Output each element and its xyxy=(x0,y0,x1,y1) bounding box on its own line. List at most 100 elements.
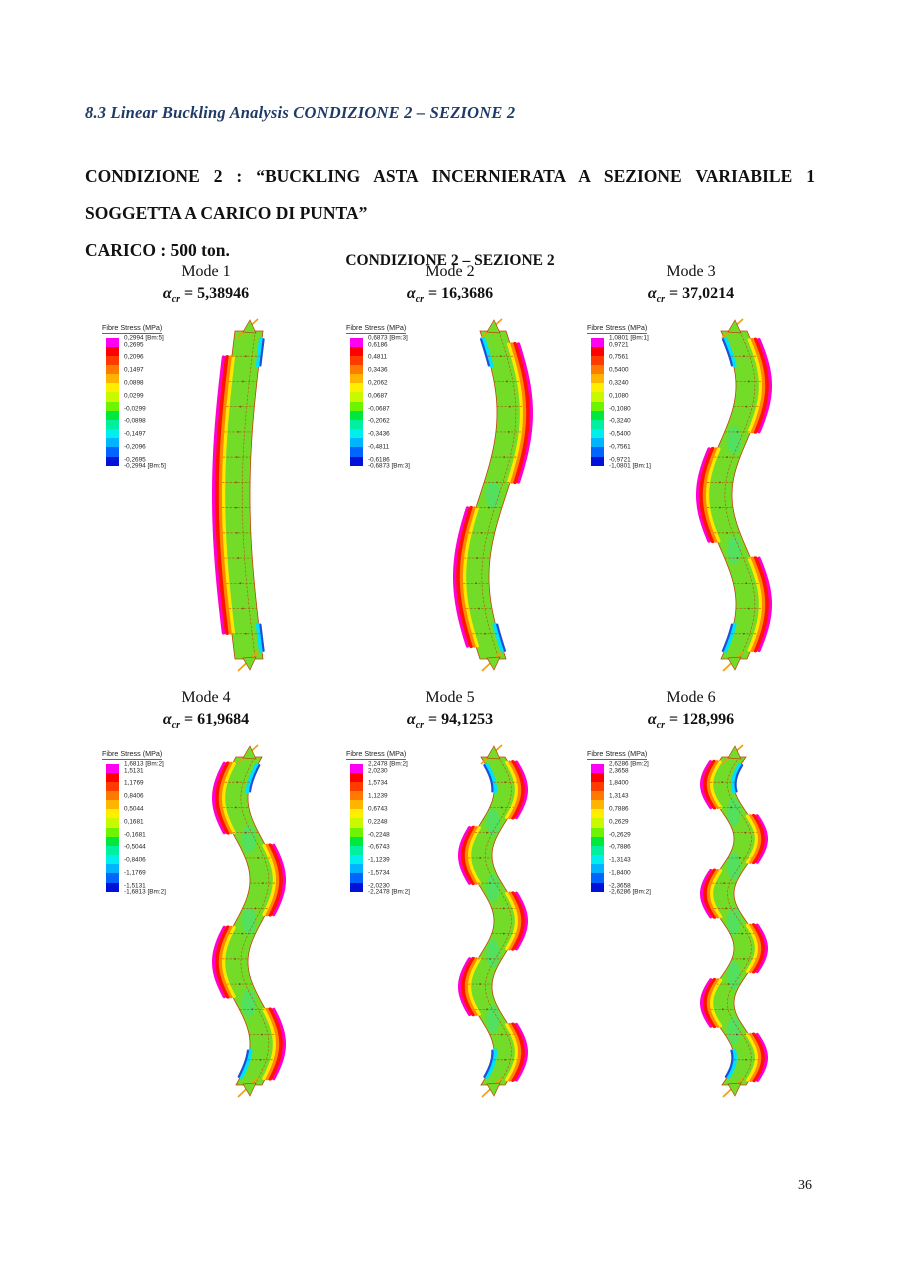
alpha-number: = 37,0214 xyxy=(669,285,735,302)
stress-legend: Fibre Stress (MPa) 1,6813 [Bm:2] 1,5131 1,1… xyxy=(100,743,188,896)
mode-title: Mode 5 xyxy=(425,689,475,706)
legend-tick-label: 1,3143 xyxy=(609,792,629,800)
legend-tick-label: 0,7561 xyxy=(609,353,629,361)
statement-line-1: CONDIZIONE 2 : “BUCKLING ASTA INCERNIERA… xyxy=(85,166,815,186)
legend-tick-label: -0,6743 xyxy=(368,843,390,851)
buckled-column-plot xyxy=(695,318,773,672)
stress-legend: Fibre Stress (MPa) 0,2994 [Bm:5] 0,2695 0,2… xyxy=(100,317,188,470)
legend-tick-label: -2,0230 xyxy=(368,882,390,890)
legend-tick-labels: 0,6873 [Bm:3] 0,6186 0,4811 0,3436 0,2062 0,0… xyxy=(363,335,432,470)
legend-tick-label: -1,1769 xyxy=(124,869,146,877)
alpha-symbol: α xyxy=(647,285,657,302)
alpha-subscript: cr xyxy=(171,294,181,306)
alpha-subscript: cr xyxy=(415,294,425,306)
legend-tick-label: -0,1497 xyxy=(124,430,146,438)
legend-title: Fibre Stress (MPa) xyxy=(102,749,163,761)
alpha-subscript: cr xyxy=(415,720,425,732)
alpha-symbol: α xyxy=(406,711,416,728)
legend-tick-label: 0,0898 xyxy=(124,379,144,387)
alpha-subscript: cr xyxy=(171,720,181,732)
mode-title: Mode 6 xyxy=(666,689,716,706)
legend-tick-label: 0,9721 xyxy=(609,341,629,349)
stress-colorbar xyxy=(106,338,119,467)
alpha-cr-value: αcr = 128,996 xyxy=(585,707,797,738)
alpha-symbol: α xyxy=(162,711,172,728)
section-heading: 8.3 Linear Buckling Analysis CONDIZIONE … xyxy=(85,103,516,122)
mode-figure-4: Mode 4 αcr = 61,9684 Fibre Stress (MPa) 1,6… xyxy=(100,688,312,1104)
stress-legend: Fibre Stress (MPa) 1,0801 [Bm:1] 0,9721 0,7… xyxy=(585,317,673,470)
legend-tick-label: 0,0299 xyxy=(124,392,144,400)
legend-tick-labels: 2,6286 [Bm:2] 2,3658 1,8400 1,3143 0,7886 0,2… xyxy=(604,761,673,896)
legend-tick-label: 0,3240 xyxy=(609,379,629,387)
buckled-column-plot xyxy=(457,744,529,1098)
legend-tick-label: -2,3658 xyxy=(609,882,631,890)
stress-legend: Fibre Stress (MPa) 2,6286 [Bm:2] 2,3658 1,8… xyxy=(585,743,673,896)
legend-tick-label: 2,2478 [Bm:2] xyxy=(368,760,408,768)
legend-title: Fibre Stress (MPa) xyxy=(102,323,163,335)
stress-colorbar xyxy=(591,338,604,467)
legend-tick-label: -0,4811 xyxy=(368,443,390,451)
legend-tick-label: -0,0898 xyxy=(124,417,146,425)
legend-tick-label: 0,1080 xyxy=(609,392,629,400)
legend-tick-label: -0,2096 xyxy=(124,443,146,451)
legend-tick-label: -2,2478 [Bm:2] xyxy=(368,888,410,896)
mode-figure-5: Mode 5 αcr = 94,1253 Fibre Stress (MPa) 2,2… xyxy=(344,688,556,1104)
legend-title: Fibre Stress (MPa) xyxy=(587,323,648,335)
legend-tick-label: 0,2248 xyxy=(368,818,388,826)
legend-tick-label: 0,5044 xyxy=(124,805,144,813)
legend-tick-label: -0,0687 xyxy=(368,405,390,413)
buckled-column-plot xyxy=(211,744,287,1098)
stress-colorbar xyxy=(106,764,119,893)
legend-tick-label: 1,0801 [Bm:1] xyxy=(609,334,649,342)
alpha-cr-value: αcr = 16,3686 xyxy=(344,281,556,312)
legend-tick-label: 0,7886 xyxy=(609,805,629,813)
legend-tick-label: -0,8406 xyxy=(124,856,146,864)
stress-colorbar xyxy=(350,338,363,467)
legend-tick-label: 1,8400 xyxy=(609,779,629,787)
legend-tick-label: -2,6286 [Bm:2] xyxy=(609,888,651,896)
legend-tick-labels: 1,6813 [Bm:2] 1,5131 1,1769 0,8406 0,5044 0,1… xyxy=(119,761,188,896)
legend-tick-label: -0,5400 xyxy=(609,430,631,438)
legend-tick-label: -0,6873 [Bm:3] xyxy=(368,462,410,470)
mode-figure-3: Mode 3 αcr = 37,0214 Fibre Stress (MPa) 1,0… xyxy=(585,262,797,678)
legend-tick-labels: 0,2994 [Bm:5] 0,2695 0,2096 0,1497 0,0898 0,0… xyxy=(119,334,188,470)
legend-tick-label: -0,2695 xyxy=(124,456,146,464)
legend-tick-label: -0,6186 xyxy=(368,456,390,464)
statement-line-2: SOGGETTA A CARICO DI PUNTA” xyxy=(85,203,368,223)
alpha-cr-value: αcr = 61,9684 xyxy=(100,707,312,738)
stress-legend: Fibre Stress (MPa) 0,6873 [Bm:3] 0,6186 0,4… xyxy=(344,317,432,470)
legend-tick-label: -0,7886 xyxy=(609,843,631,851)
legend-tick-label: -1,5734 xyxy=(368,869,390,877)
legend-tick-label: 0,8406 xyxy=(124,792,144,800)
legend-tick-label: 0,2994 [Bm:5] xyxy=(124,334,164,342)
buckled-column-plot xyxy=(211,318,265,672)
legend-tick-label: -0,2629 xyxy=(609,831,631,839)
legend-title: Fibre Stress (MPa) xyxy=(587,749,648,761)
mode-figure-6: Mode 6 αcr = 128,996 Fibre Stress (MPa) 2,6… xyxy=(585,688,797,1104)
stress-legend: Fibre Stress (MPa) 2,2478 [Bm:2] 2,0230 1,5… xyxy=(344,743,432,896)
legend-tick-label: -0,7561 xyxy=(609,443,631,451)
mode-title: Mode 1 xyxy=(181,263,231,280)
legend-tick-label: -1,8400 xyxy=(609,869,631,877)
legend-title: Fibre Stress (MPa) xyxy=(346,323,407,335)
alpha-symbol: α xyxy=(162,285,172,302)
legend-tick-label: 1,1769 xyxy=(124,779,144,787)
condition-statement: CONDIZIONE 2 : “BUCKLING ASTA INCERNIERA… xyxy=(85,158,815,269)
alpha-cr-value: αcr = 37,0214 xyxy=(585,281,797,312)
legend-tick-label: 0,6743 xyxy=(368,805,388,813)
alpha-symbol: α xyxy=(406,285,416,302)
legend-tick-label: 2,3658 xyxy=(609,767,629,775)
legend-tick-label: 0,0687 xyxy=(368,392,388,400)
legend-tick-label: 2,0230 xyxy=(368,767,388,775)
legend-tick-label: -0,1681 xyxy=(124,831,146,839)
legend-tick-label: -0,1080 xyxy=(609,405,631,413)
mode-title: Mode 4 xyxy=(181,689,231,706)
alpha-number: = 61,9684 xyxy=(184,711,250,728)
figure-title: CONDIZIONE 2 – SEZIONE 2 xyxy=(345,252,555,269)
legend-tick-label: -0,0299 xyxy=(124,405,146,413)
legend-tick-label: -0,9721 xyxy=(609,456,631,464)
legend-tick-label: 0,2629 xyxy=(609,818,629,826)
legend-tick-label: -0,3436 xyxy=(368,430,390,438)
alpha-number: = 94,1253 xyxy=(428,711,494,728)
